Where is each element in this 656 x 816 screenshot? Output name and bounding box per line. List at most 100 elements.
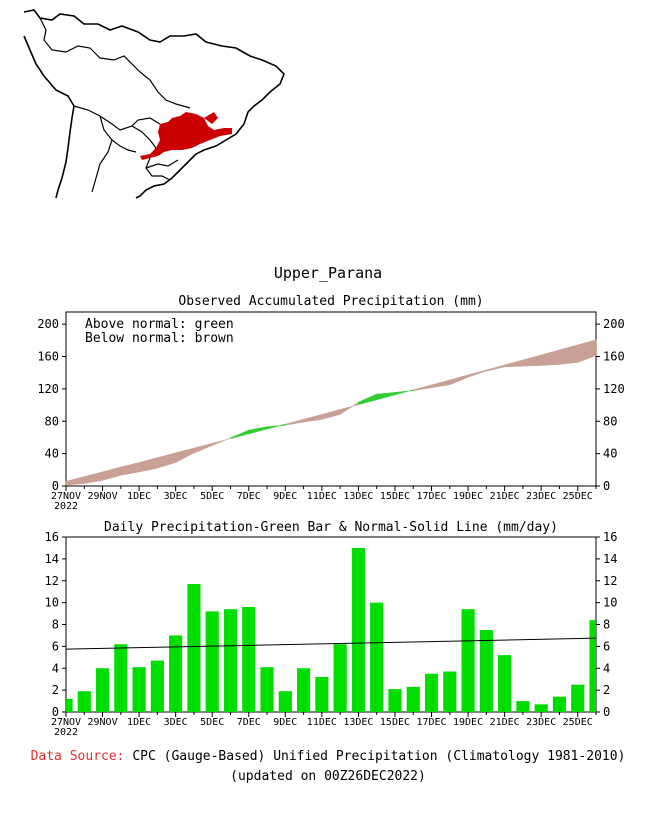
country-borders	[39, 17, 191, 193]
daily-precip-bar	[589, 620, 596, 712]
daily-precip-bar	[388, 689, 402, 712]
daily-chart-title: Daily Precipitation-Green Bar & Normal-S…	[104, 520, 558, 535]
below-normal-area	[522, 354, 542, 367]
accumulated-x-tick-label: 13DEC	[343, 491, 373, 502]
below-normal-area	[138, 457, 158, 473]
below-normal-area	[577, 339, 597, 363]
accumulated-y-tick-label-right: 200	[603, 317, 625, 331]
daily-x-tick-label: 29NOV	[87, 717, 117, 728]
daily-y-tick-label-left: 6	[52, 639, 59, 653]
daily-y-tick-label-left: 2	[52, 683, 59, 697]
daily-precip-bar	[406, 686, 420, 712]
daily-precip-bar	[516, 701, 530, 712]
daily-x-tick-label: 7DEC	[237, 717, 261, 728]
below-normal-area	[65, 476, 85, 486]
data-source-line: Data Source: CPC (Gauge-Based) Unified P…	[0, 749, 656, 764]
daily-precip-bar	[479, 629, 493, 712]
daily-x-tick-label: 15DEC	[380, 717, 410, 728]
south-america-map	[23, 9, 286, 199]
west-coast-outline	[23, 35, 75, 199]
below-normal-area	[193, 442, 213, 454]
above-normal-area	[248, 426, 268, 435]
accumulated-y-tick-label-left: 160	[37, 350, 59, 364]
daily-precip-bar	[370, 602, 384, 712]
below-normal-area	[431, 379, 451, 389]
below-normal-area	[303, 414, 323, 423]
above-normal-area	[376, 392, 396, 401]
daily-precip-bar	[297, 668, 311, 712]
above-normal-area	[266, 423, 286, 430]
accumulated-y-tick-label-right: 0	[603, 479, 610, 493]
legend-above-normal: Above normal: green	[85, 317, 234, 332]
region-title: Upper_Parana	[273, 264, 383, 282]
accumulated-x-tick-label: 3DEC	[164, 491, 188, 502]
daily-x-tick-label: 25DEC	[563, 717, 593, 728]
accumulated-y-tick-label-left: 80	[45, 414, 59, 428]
daily-y-tick-label-right: 2	[603, 683, 610, 697]
daily-y-tick-label-right: 12	[603, 574, 617, 588]
accumulated-x-tick-label: 19DEC	[453, 491, 483, 502]
daily-precip-bar	[443, 671, 457, 712]
daily-y-tick-label-right: 8	[603, 618, 610, 632]
daily-x-tick-label: 11DEC	[307, 717, 337, 728]
daily-precip-bar	[77, 691, 91, 712]
daily-x-tick-label: 19DEC	[453, 717, 483, 728]
daily-precip-bar	[498, 655, 512, 712]
daily-y-tick-label-right: 14	[603, 552, 617, 566]
legend-below-normal: Below normal: brown	[85, 331, 234, 346]
daily-x-tick-label: 5DEC	[200, 717, 224, 728]
daily-x-tick-label: 1DEC	[127, 717, 151, 728]
accumulated-x-tick-label: 17DEC	[416, 491, 446, 502]
daily-precip-bar	[260, 667, 274, 712]
daily-precip-bar	[461, 609, 475, 712]
daily-precip-bar	[242, 607, 256, 712]
below-normal-area	[449, 374, 469, 386]
daily-y-tick-label-left: 0	[52, 705, 59, 719]
below-normal-area	[412, 384, 432, 391]
daily-y-tick-label-right: 6	[603, 639, 610, 653]
daily-precip-bar	[169, 635, 183, 712]
accumulated-y-tick-label-left: 200	[37, 317, 59, 331]
accumulated-x-tick-label: 5DEC	[200, 491, 224, 502]
below-normal-area	[102, 466, 122, 481]
daily-y-tick-label-right: 16	[603, 530, 617, 544]
accumulated-y-tick-label-left: 40	[45, 447, 59, 461]
upper-parana-region	[140, 112, 232, 160]
below-normal-area	[486, 364, 505, 372]
daily-precip-bar	[424, 673, 439, 712]
daily-precip-bar	[205, 611, 219, 712]
accumulated-x-tick-label: 15DEC	[380, 491, 410, 502]
daily-y-tick-label-left: 14	[45, 552, 59, 566]
daily-precip-bar	[132, 667, 146, 712]
accumulated-plot: 0 0 40 40 80 80 120 120 160 160 200 200 27NOV 29NOV 1D…	[37, 317, 624, 512]
daily-y-tick-label-right: 4	[603, 661, 610, 675]
below-normal-area	[83, 471, 103, 484]
below-normal-area	[540, 349, 560, 366]
below-normal-area	[467, 369, 487, 378]
accumulated-x-year-label: 2022	[54, 501, 78, 512]
accumulated-y-tick-label-right: 120	[603, 382, 625, 396]
below-normal-area	[339, 401, 359, 415]
daily-y-tick-label-left: 4	[52, 661, 59, 675]
accumulated-x-tick-label: 25DEC	[563, 491, 593, 502]
daily-x-tick-label: 3DEC	[164, 717, 188, 728]
daily-plot: 0 0 2 2 4 4 6 6 8 8 10 10 12 12 14 14 16 16 27NOV 29NOV 1DEC…	[45, 530, 618, 738]
daily-y-tick-label-right: 10	[603, 596, 617, 610]
accumulated-x-tick-label: 11DEC	[307, 491, 337, 502]
daily-precip-bar	[187, 584, 201, 712]
daily-precip-bar	[278, 691, 292, 712]
daily-x-tick-label: 21DEC	[490, 717, 520, 728]
below-normal-area	[285, 418, 304, 426]
accumulated-y-tick-label-right: 160	[603, 350, 625, 364]
updated-timestamp: (updated on 00Z26DEC2022)	[230, 769, 426, 784]
accumulated-x-tick-label: 27NOV	[51, 491, 81, 502]
accumulated-y-tick-label-left: 120	[37, 382, 59, 396]
above-normal-area	[394, 389, 414, 396]
below-normal-area	[504, 359, 524, 368]
below-normal-area	[120, 462, 140, 476]
accumulated-y-tick-label-right: 80	[603, 414, 617, 428]
accumulated-plot-frame	[65, 311, 597, 487]
daily-precip-bar	[333, 644, 347, 712]
daily-precip-bar	[571, 684, 585, 712]
daily-y-tick-label-left: 16	[45, 530, 59, 544]
